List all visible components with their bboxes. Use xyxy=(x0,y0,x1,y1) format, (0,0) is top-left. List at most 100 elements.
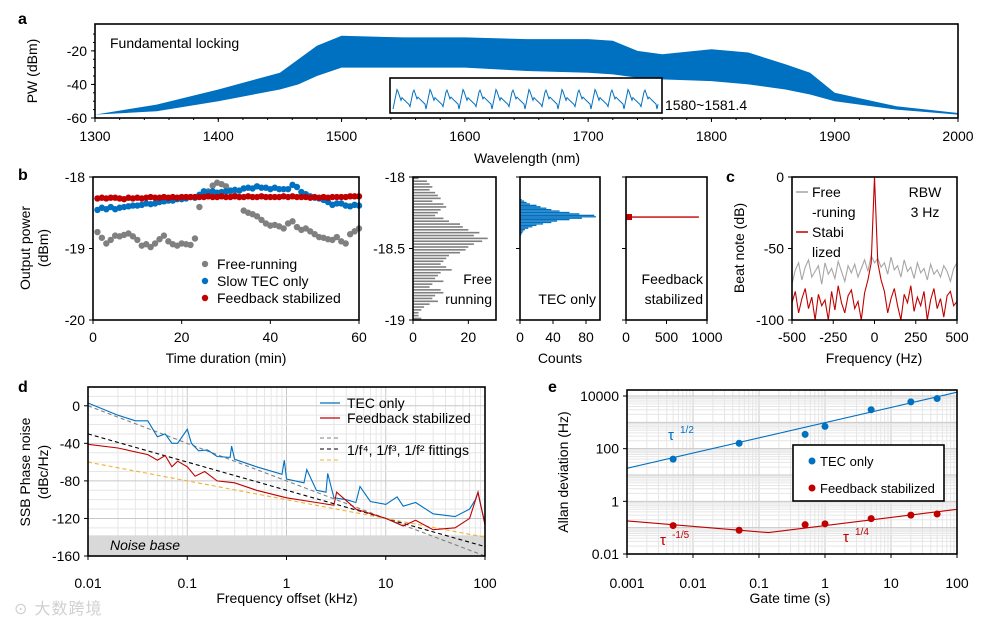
data-point-free-running xyxy=(196,203,203,211)
x-tick-label: 0.1 xyxy=(178,575,198,591)
histogram-bar xyxy=(413,240,483,243)
rbw-label: RBW xyxy=(909,184,942,200)
fit-line xyxy=(626,391,958,469)
x-tick-label: 40 xyxy=(545,329,561,345)
histogram-bar xyxy=(413,306,425,308)
histogram-bar xyxy=(413,303,430,305)
histogram-bar xyxy=(520,203,530,205)
trace-free-running xyxy=(791,253,958,285)
histogram-bar xyxy=(413,243,474,245)
histogram-bar xyxy=(413,197,441,200)
data-point-tec-only xyxy=(735,439,743,447)
legend-label: -runing xyxy=(812,204,856,220)
x-tick-label: 2000 xyxy=(942,128,973,144)
x-tick-label: 1600 xyxy=(449,128,480,144)
histogram-bar xyxy=(413,180,427,182)
x-axis-title: Gate time (s) xyxy=(750,590,831,606)
histogram-marker xyxy=(626,214,632,221)
histogram-bar xyxy=(520,230,524,232)
rbw-value: 3 Hz xyxy=(911,204,940,220)
histogram-bar xyxy=(413,297,433,300)
x-tick-label: 0.01 xyxy=(74,575,101,591)
y-tick-label: -18 xyxy=(385,169,405,185)
watermark-text: 大数跨境 xyxy=(34,599,103,618)
histogram-bar xyxy=(520,227,529,229)
legend-label: 1/f⁴, 1/f³, 1/f² fittings xyxy=(347,442,469,458)
x-tick-label: 1000 xyxy=(691,329,722,345)
histogram-bar xyxy=(413,208,441,211)
legend-label: TEC only xyxy=(347,395,405,411)
legend-label: TEC only xyxy=(820,454,874,469)
data-point-feedback xyxy=(933,510,941,518)
data-point-free-running xyxy=(147,243,154,251)
legend-marker xyxy=(808,484,816,492)
data-point-tec-only xyxy=(284,185,292,193)
x-axis-title: Frequency offset (kHz) xyxy=(216,590,357,606)
x-tick-label: 10 xyxy=(883,575,899,591)
histogram-bar xyxy=(413,231,480,234)
x-tick-label: -500 xyxy=(778,329,806,345)
histogram-bar xyxy=(413,183,430,185)
histogram-bar xyxy=(520,206,541,208)
histogram-bar xyxy=(520,211,570,214)
histogram-bar xyxy=(413,220,449,223)
histogram-bar xyxy=(520,213,580,215)
legend-label: Stabi xyxy=(812,224,844,240)
data-point-free-running xyxy=(134,236,141,244)
histogram-bar xyxy=(413,269,452,271)
histogram-bar xyxy=(413,200,433,203)
y-tick-label: -19 xyxy=(385,312,405,328)
histogram-bar xyxy=(520,231,523,234)
y-tick-label: -20 xyxy=(65,312,85,328)
x-tick-label: 0 xyxy=(516,329,524,345)
legend-marker xyxy=(201,277,209,285)
histogram-bar xyxy=(413,266,447,268)
histogram-bar xyxy=(413,263,441,265)
histogram-bar xyxy=(413,249,466,251)
data-point-feedback xyxy=(351,193,358,200)
histogram-bar xyxy=(413,291,444,294)
y-tick-label: -19 xyxy=(65,241,85,257)
y-tick-label: -120 xyxy=(52,510,80,526)
x-tick-label: 1900 xyxy=(819,128,850,144)
histogram-bar xyxy=(413,226,463,228)
data-point-feedback xyxy=(236,193,243,201)
x-tick-label: 0 xyxy=(871,329,879,345)
data-point-tec-only xyxy=(907,398,915,406)
x-tick-label: 1 xyxy=(283,575,291,591)
legend-label: Feedback stabilized xyxy=(217,290,341,306)
tau-label: τ xyxy=(660,532,666,549)
y-axis-title: Allan deviation (Hz) xyxy=(555,411,571,532)
histogram-bar xyxy=(520,220,558,222)
y-axis-title: (dBm) xyxy=(35,229,51,267)
data-point-feedback xyxy=(271,193,278,201)
x-tick-label: 40 xyxy=(263,329,279,345)
data-point-feedback xyxy=(333,193,341,201)
x-axis-title: Counts xyxy=(538,350,582,366)
data-point-tec-only xyxy=(821,422,829,430)
histogram-bar xyxy=(413,203,444,205)
y-tick-label: 10000 xyxy=(580,388,619,404)
data-point-tec-only xyxy=(333,200,341,207)
histogram-label: TEC only xyxy=(538,291,596,307)
histogram-bar xyxy=(413,191,436,194)
histogram-bar xyxy=(520,223,544,225)
x-tick-label: 1 xyxy=(821,575,829,591)
x-tick-label: 1700 xyxy=(573,128,604,144)
data-point-feedback xyxy=(329,193,336,201)
data-point-feedback xyxy=(293,193,301,201)
x-tick-label: 1500 xyxy=(326,128,357,144)
data-point-free-running xyxy=(342,240,349,247)
data-point-free-running xyxy=(160,232,168,239)
data-point-tec-only xyxy=(801,430,809,438)
histogram-bar xyxy=(520,233,522,235)
histogram-bar xyxy=(520,214,595,217)
y-tick-label: -80 xyxy=(60,473,80,489)
data-point-free-running xyxy=(333,233,341,241)
histogram-bar xyxy=(413,274,438,277)
histogram-bar xyxy=(520,217,582,219)
panel-label-a: a xyxy=(18,11,27,28)
data-point-feedback xyxy=(196,193,203,201)
watermark-logo: ⊙ 大数跨境 xyxy=(14,599,103,618)
histogram-bar xyxy=(520,204,537,206)
